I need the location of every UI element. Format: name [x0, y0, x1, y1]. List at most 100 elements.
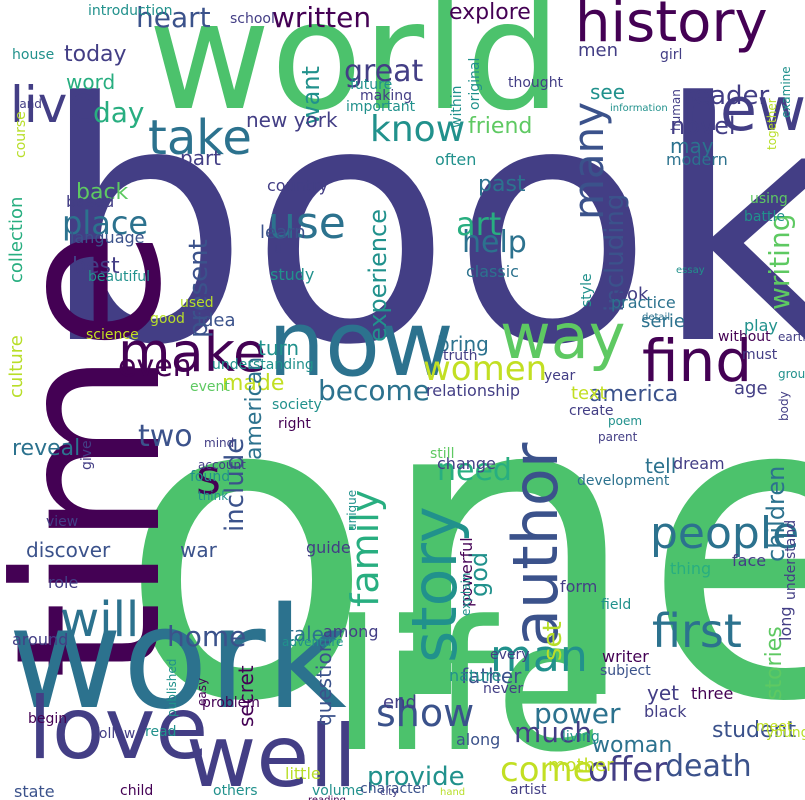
cloud-word: idea	[197, 310, 236, 331]
cloud-word: original	[467, 57, 483, 110]
cloud-word: give	[79, 440, 95, 470]
cloud-word: introduction	[88, 3, 173, 19]
cloud-word: without	[718, 329, 771, 345]
cloud-word: help	[462, 225, 527, 260]
cloud-word: tale	[286, 622, 324, 646]
cloud-word: much	[514, 716, 593, 749]
cloud-word: form	[560, 577, 598, 596]
cloud-word: part	[180, 146, 222, 170]
cloud-word: now	[268, 292, 454, 397]
cloud-word: use	[268, 198, 346, 249]
cloud-word: find	[642, 327, 753, 395]
cloud-word: meet	[756, 719, 793, 735]
cloud-word: truth	[443, 348, 478, 364]
cloud-word: easy	[195, 677, 209, 706]
cloud-word: based	[66, 192, 115, 211]
cloud-word: human	[669, 89, 683, 131]
cloud-word: around	[12, 630, 69, 649]
cloud-word: set	[538, 621, 568, 661]
cloud-word: written	[272, 1, 372, 34]
cloud-word: course	[13, 111, 29, 158]
cloud-word: still	[430, 446, 455, 462]
cloud-word: think	[198, 489, 229, 503]
cloud-word: along	[456, 730, 501, 749]
cloud-word: understand	[783, 519, 799, 600]
cloud-word: practice	[611, 293, 676, 312]
cloud-word: bring	[437, 332, 489, 356]
cloud-word: friend	[468, 114, 533, 139]
cloud-word: father	[461, 664, 522, 688]
cloud-word: poem	[608, 414, 643, 428]
cloud-word: problem	[202, 695, 260, 711]
cloud-word: right	[278, 416, 311, 432]
cloud-word: beautiful	[88, 269, 151, 285]
cloud-word: america	[589, 382, 679, 407]
cloud-word: made	[222, 371, 285, 396]
cloud-word: among	[323, 622, 379, 641]
cloud-word: work	[8, 578, 347, 741]
cloud-word: history	[575, 0, 768, 55]
cloud-word: unique	[345, 489, 359, 531]
cloud-word: reveal	[12, 436, 81, 461]
cloud-word: heart	[136, 1, 211, 34]
cloud-word: discover	[26, 538, 111, 562]
cloud-word: new york	[246, 108, 338, 132]
cloud-word: world	[148, 0, 562, 144]
cloud-word: know	[370, 109, 466, 150]
cloud-word: death	[665, 749, 752, 784]
cloud-word: home	[167, 620, 247, 653]
cloud-word: girl	[660, 47, 683, 63]
cloud-word: every	[490, 647, 530, 663]
cloud-word: war	[180, 538, 217, 562]
cloud-word: place	[62, 204, 149, 242]
cloud-word: need	[437, 453, 512, 488]
cloud-word: experience	[364, 208, 392, 342]
cloud-word: language	[70, 228, 145, 247]
cloud-word: women	[423, 349, 548, 389]
cloud-word: reader	[684, 81, 770, 111]
cloud-word: within	[449, 85, 465, 128]
cloud-word: state	[14, 782, 55, 800]
cloud-word: study	[270, 265, 315, 284]
cloud-word: tell	[645, 454, 677, 478]
cloud-word: reading	[308, 796, 346, 800]
cloud-word: thing	[670, 559, 712, 578]
cloud-word: explain	[459, 572, 473, 616]
cloud-word: great	[344, 54, 424, 89]
cloud-word: published	[165, 658, 179, 717]
cloud-word: development	[577, 473, 670, 489]
cloud-word: science	[86, 327, 139, 343]
cloud-word: love	[28, 679, 209, 779]
cloud-word: woman	[592, 733, 673, 758]
cloud-word: nature	[449, 666, 502, 685]
cloud-word: life	[332, 583, 607, 792]
cloud-word: back	[76, 180, 129, 205]
cloud-word: body	[777, 391, 791, 421]
cloud-word: question	[312, 639, 336, 726]
cloud-word: word	[66, 70, 116, 94]
cloud-word: never	[483, 681, 524, 697]
cloud-word: group	[778, 367, 805, 381]
cloud-word: modern	[666, 150, 728, 169]
cloud-word: battle	[744, 209, 785, 225]
cloud-word: used	[180, 295, 214, 311]
cloud-word: account	[198, 458, 246, 472]
cloud-word: culture	[6, 335, 27, 398]
cloud-word: come	[500, 750, 594, 790]
cloud-word: understanding	[212, 357, 314, 373]
cloud-word: important	[346, 99, 416, 115]
cloud-word: today	[64, 42, 127, 67]
cloud-word: land	[16, 97, 42, 111]
cloud-word: may	[670, 134, 714, 158]
cloud-word: show	[376, 691, 475, 735]
cloud-word: future	[350, 77, 393, 93]
cloud-word: people	[650, 508, 800, 559]
cloud-word: change	[437, 454, 496, 473]
cloud-word: author	[499, 442, 572, 647]
cloud-word: way	[500, 300, 626, 373]
cloud-word: subject	[600, 663, 651, 679]
cloud-word: first	[652, 604, 742, 658]
cloud-word: power	[534, 697, 621, 730]
cloud-word: become	[318, 374, 431, 407]
cloud-word: new	[682, 75, 805, 145]
